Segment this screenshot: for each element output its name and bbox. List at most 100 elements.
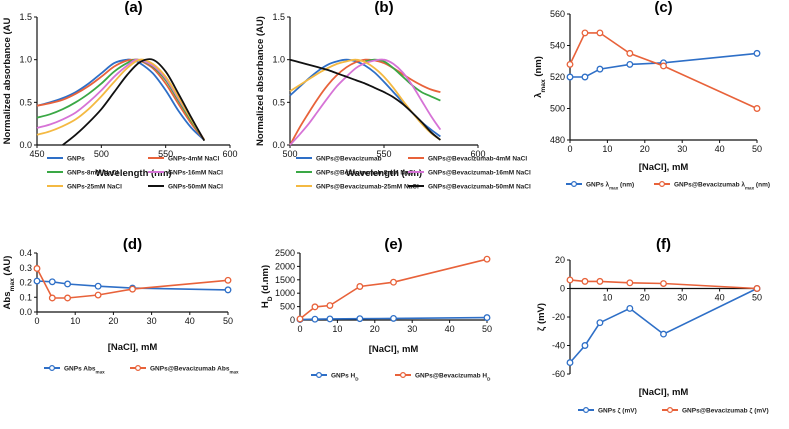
y-tick-label: 1.0 (19, 55, 32, 65)
legend-entry: GNPs-16mM NaCl (148, 170, 223, 177)
legend-marker (400, 372, 407, 379)
x-axis-label: [NaCl], mM (108, 342, 158, 353)
legend-entry: GNPs@Bevacizumab (296, 156, 382, 163)
series-line (62, 58, 206, 146)
data-point (660, 330, 667, 338)
series-line (569, 32, 758, 110)
series-0 (296, 314, 491, 323)
y-tick-label: 20 (555, 255, 565, 265)
data-point (581, 342, 589, 349)
legend-entry: GNPs@Bevacizumab-16mM NaCl (408, 170, 531, 177)
panel-letter: (f) (656, 236, 671, 253)
legend-label: GNPs-25mM NaCl (67, 184, 122, 191)
y-tick-label: 2500 (275, 248, 295, 258)
series-1 (36, 58, 205, 141)
x-tick-label: 550 (376, 149, 391, 159)
panel-c: (c) 480 500 520 540 560 0 10 20 30 40 50 [NaCl], mM λ… (533, 0, 770, 190)
y-tick-label: 0.2 (19, 278, 32, 288)
y-tick-label: -60 (552, 369, 565, 379)
panel-f: (f) -60 -40 -20 0 20 10 20 30 40 50 [NaCl], mM ζ (mV… (536, 236, 769, 415)
series-2 (365, 58, 441, 102)
legend-label: GNPs@Bevacizumab-25mM NaCl (316, 184, 419, 191)
y-tick-label: 560 (550, 9, 565, 19)
legend-entry: GNPs@Bevacizumab ζ (mV) (662, 407, 769, 415)
y-axis-label: Absmax (AU) (2, 256, 16, 310)
x-tick-label: 20 (108, 316, 118, 326)
data-point (311, 315, 319, 323)
y-tick-label: 500 (550, 104, 565, 114)
x-tick-label: 0 (34, 316, 39, 326)
data-point (660, 62, 667, 70)
legend-label: GNPs-50mM NaCl (168, 184, 223, 191)
series-line (299, 258, 488, 320)
series-4 (36, 58, 206, 141)
data-point (129, 285, 136, 293)
data-point (566, 276, 574, 284)
series-1 (566, 29, 761, 112)
data-point (326, 302, 334, 309)
data-point (626, 305, 634, 312)
x-axis-label: [NaCl], mM (639, 162, 689, 173)
series-5 (289, 58, 441, 141)
panel-letter: (b) (374, 0, 393, 16)
legend-label: GNPs@Bevacizumab λmax (nm) (674, 181, 770, 191)
legend-entry: GNPs λmax (nm) (566, 181, 634, 190)
data-point (296, 315, 304, 323)
legend-label: GNPs-4mM NaCl (168, 156, 219, 163)
data-point (660, 280, 667, 287)
series-5 (62, 58, 206, 146)
legend-entry: GNPs HD (311, 372, 359, 381)
series-line (289, 58, 442, 146)
x-axis-label: Wavelength (nm) (346, 168, 422, 179)
series-1 (296, 255, 491, 323)
legend-entry: GNPs@Bevacizumab Absmax (130, 365, 239, 375)
y-tick-label: 520 (550, 72, 565, 82)
data-point (94, 282, 102, 290)
x-tick-label: 40 (445, 324, 455, 334)
series-0 (566, 285, 761, 367)
legend-entry: GNPs Absmax (44, 365, 105, 374)
data-point (566, 60, 574, 68)
x-axis-label: [NaCl], mM (639, 387, 689, 398)
x-tick-label: 50 (752, 293, 762, 303)
legend-entry: GNPs ζ (mV) (578, 407, 637, 415)
legend-entry: GNPs@Bevacizumab-4mM NaCl (408, 156, 527, 163)
data-point (753, 285, 761, 292)
x-tick-label: 30 (147, 316, 157, 326)
data-point (390, 314, 397, 322)
data-point (326, 315, 334, 323)
legend-label: GNPs@Bevacizumab (316, 156, 382, 163)
legend-entry: GNPs-4mM NaCl (148, 156, 219, 163)
y-axis-label: λmax (nm) (533, 56, 547, 98)
x-tick-label: 30 (407, 324, 417, 334)
series-line (289, 58, 441, 141)
y-tick-label: 2000 (275, 261, 295, 271)
y-axis-label: Normalized absorbance (AU (2, 18, 13, 145)
data-point (626, 279, 634, 287)
legend-marker (48, 365, 55, 372)
y-axis-label: HD (d.nm) (260, 265, 274, 308)
y-tick-label: 0.5 (272, 97, 285, 107)
legend-label: GNPs@Bevacizumab Absmax (150, 366, 239, 375)
data-point (566, 73, 574, 81)
legend-label: GNPs (67, 156, 85, 163)
legend-label: GNPs@Bevacizumab-4mM NaCl (428, 156, 527, 163)
series-1 (33, 265, 232, 302)
panel-letter: (c) (654, 0, 672, 16)
data-point (596, 29, 604, 37)
legend-entry: GNPs@Bevacizumab λmax (nm) (654, 181, 770, 191)
data-point (224, 286, 232, 294)
x-tick-label: 600 (470, 149, 485, 159)
legend-label: GNPs@Bevacizumab-16mM NaCl (428, 170, 531, 177)
data-point (483, 255, 491, 263)
data-point (356, 283, 364, 290)
legend-entry: GNPs-25mM NaCl (47, 184, 122, 191)
x-tick-label: 10 (70, 316, 80, 326)
data-point (581, 277, 589, 285)
series-line (289, 58, 441, 141)
legend-entry: GNPs (47, 156, 85, 163)
x-tick-label: 500 (94, 149, 109, 159)
x-tick-label: 50 (223, 316, 233, 326)
x-tick-label: 0 (567, 144, 572, 154)
